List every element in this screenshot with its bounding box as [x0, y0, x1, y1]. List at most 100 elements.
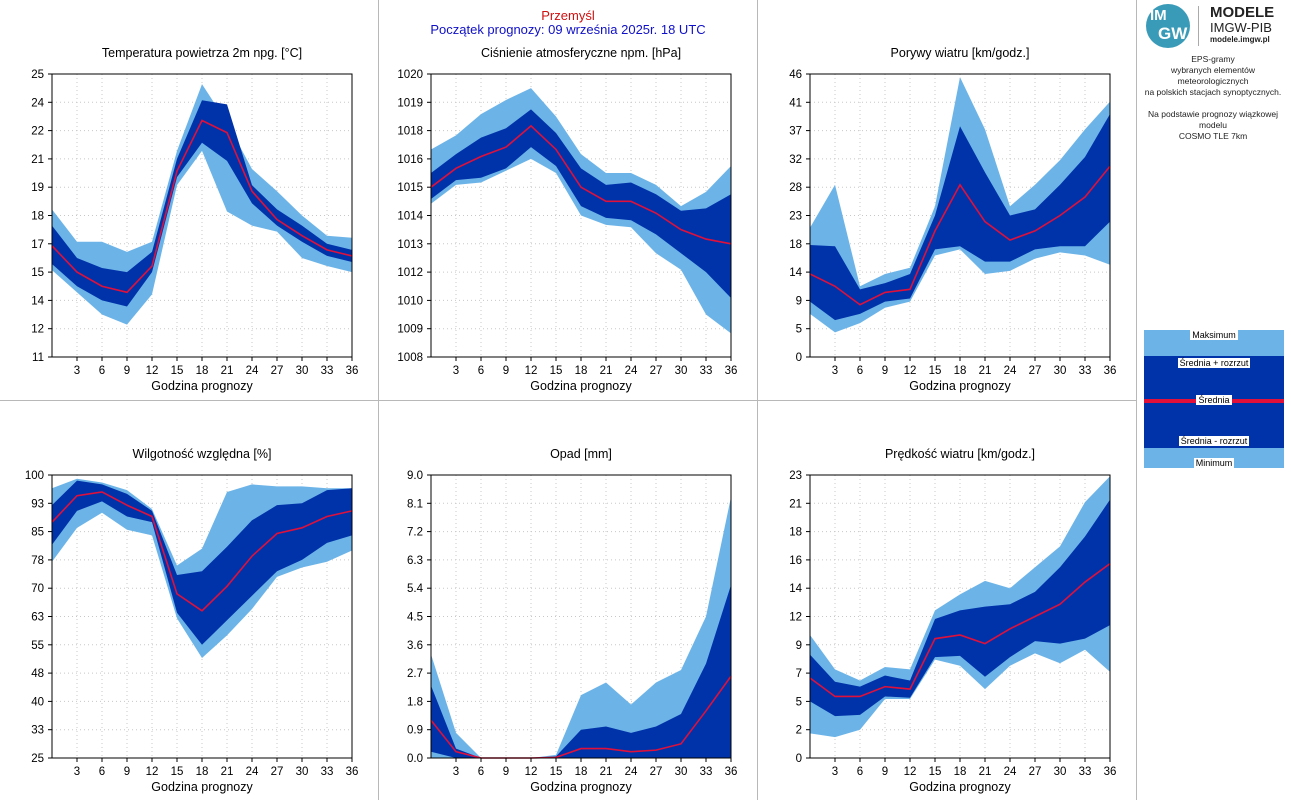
- y-tick-label: 33: [31, 725, 44, 737]
- y-tick-label: 7.2: [407, 527, 423, 539]
- x-tick-label: 18: [954, 766, 967, 778]
- x-tick-label: 18: [954, 365, 967, 377]
- x-tick-label: 15: [929, 365, 942, 377]
- x-tick-label: 6: [478, 766, 484, 778]
- mean-line: [430, 124, 732, 245]
- mean-line: [809, 562, 1111, 698]
- imgw-logo[interactable]: IM GW MODELE IMGW-PIB modele.imgw.pl: [1144, 2, 1286, 48]
- description-line2: wybranych elementów meteorologicznych: [1170, 65, 1256, 86]
- x-tick-label: 6: [99, 766, 105, 778]
- chart-title: Opad [mm]: [550, 447, 612, 461]
- x-tick-label: 33: [321, 365, 334, 377]
- x-tick-label: 6: [99, 365, 105, 377]
- legend-min-label: Minimum: [1193, 458, 1235, 468]
- y-tick-label: 55: [31, 640, 44, 652]
- x-axis-label: Godzina prognozy: [530, 780, 632, 794]
- logo-title: MODELE: [1210, 4, 1275, 21]
- y-tick-label: 85: [31, 527, 44, 539]
- chart-gusts: Porywy wiatru [km/godz.] 0 5 9 14 18 23 28 32 37 4…: [789, 46, 1117, 393]
- x-tick-label: 9: [124, 365, 130, 377]
- y-tick-label: 1015: [397, 182, 423, 194]
- x-axis-label: Godzina prognozy: [151, 780, 253, 794]
- x-tick-label: 27: [271, 365, 284, 377]
- y-tick-label: 14: [789, 267, 802, 279]
- chart-pressure: Ciśnienie atmosferyczne npm. [hPa] 1008 10…: [397, 46, 738, 393]
- spread-band: [52, 480, 352, 645]
- y-tick-label: 17: [31, 239, 44, 251]
- y-tick-label: 12: [31, 324, 44, 336]
- y-tick-label: 14: [31, 295, 44, 307]
- x-tick-label: 24: [1004, 365, 1017, 377]
- x-tick-label: 18: [575, 365, 588, 377]
- legend-mean-label: Średnia: [1196, 395, 1232, 405]
- description-line5: COSMO TLE 7km: [1178, 131, 1248, 141]
- x-tick-label: 3: [832, 766, 838, 778]
- x-tick-label: 33: [1079, 365, 1092, 377]
- y-tick-label: 100: [25, 470, 44, 482]
- y-tick-label: 22: [31, 126, 44, 138]
- y-tick-label: 5.4: [407, 583, 424, 595]
- logo-separator: [1198, 6, 1199, 46]
- x-tick-label: 30: [1054, 766, 1067, 778]
- x-tick-label: 30: [675, 365, 688, 377]
- x-tick-label: 27: [650, 766, 663, 778]
- x-tick-label: 27: [271, 766, 284, 778]
- x-tick-label: 21: [221, 766, 234, 778]
- legend-max-label: Maksimum: [1190, 330, 1238, 340]
- x-tick-label: 36: [725, 365, 738, 377]
- y-tick-label: 1014: [397, 211, 423, 223]
- y-tick-label: 1018: [397, 126, 423, 138]
- x-tick-label: 18: [196, 365, 209, 377]
- x-tick-label: 12: [904, 766, 917, 778]
- y-tick-label: 21: [31, 154, 44, 166]
- x-tick-label: 36: [346, 365, 359, 377]
- y-tick-label: 9.0: [407, 470, 423, 482]
- chart-title: Porywy wiatru [km/godz.]: [891, 46, 1030, 60]
- x-tick-label: 27: [1029, 365, 1042, 377]
- y-tick-label: 18: [789, 527, 802, 539]
- x-tick-label: 36: [725, 766, 738, 778]
- x-tick-label: 24: [246, 365, 259, 377]
- x-tick-label: 6: [478, 365, 484, 377]
- y-tick-label: 8.1: [407, 498, 423, 510]
- logo-url: modele.imgw.pl: [1210, 35, 1270, 44]
- x-tick-label: 9: [124, 766, 130, 778]
- chart-title: Wilgotność względna [%]: [133, 447, 272, 461]
- logo-subtitle: IMGW-PIB: [1210, 20, 1272, 35]
- y-tick-label: 12: [789, 612, 802, 624]
- x-tick-label: 18: [575, 766, 588, 778]
- y-tick-label: 14: [789, 583, 802, 595]
- y-tick-label: 5: [796, 696, 802, 708]
- y-tick-label: 7: [796, 668, 802, 680]
- x-tick-label: 30: [1054, 365, 1067, 377]
- y-tick-label: 5: [796, 324, 802, 336]
- x-axis-label: Godzina prognozy: [530, 379, 632, 393]
- x-tick-label: 3: [832, 365, 838, 377]
- forecast-start: Początek prognozy: 09 września 2025r. 18…: [430, 22, 706, 37]
- minmax-band: [52, 84, 352, 325]
- x-tick-label: 15: [171, 365, 184, 377]
- y-tick-label: 15: [31, 267, 44, 279]
- spread-band: [810, 499, 1110, 717]
- x-tick-label: 27: [1029, 766, 1042, 778]
- logo-mark: IM GW: [1146, 4, 1190, 48]
- x-tick-label: 12: [525, 365, 538, 377]
- x-tick-label: 15: [929, 766, 942, 778]
- y-tick-label: 0: [796, 753, 802, 765]
- x-tick-label: 36: [1104, 365, 1117, 377]
- x-tick-label: 12: [146, 766, 159, 778]
- x-tick-label: 3: [453, 365, 459, 377]
- y-tick-label: 1009: [397, 324, 423, 336]
- chart-wind-speed: Prędkość wiatru [km/godz.] 0 2 5 7 9 12 14 16 18 2…: [789, 447, 1116, 794]
- mean-line: [51, 491, 353, 612]
- x-axis-label: Godzina prognozy: [909, 780, 1011, 794]
- x-tick-label: 24: [1004, 766, 1017, 778]
- y-tick-label: 2: [796, 725, 802, 737]
- y-tick-label: 1013: [397, 239, 423, 251]
- legend-mean-plus-label: Średnia + rozrzut: [1177, 358, 1251, 368]
- x-tick-label: 30: [675, 766, 688, 778]
- logo-mark-line2: GW: [1158, 24, 1188, 43]
- y-tick-label: 11: [32, 352, 44, 364]
- y-tick-label: 46: [789, 69, 802, 81]
- y-tick-label: 23: [789, 470, 802, 482]
